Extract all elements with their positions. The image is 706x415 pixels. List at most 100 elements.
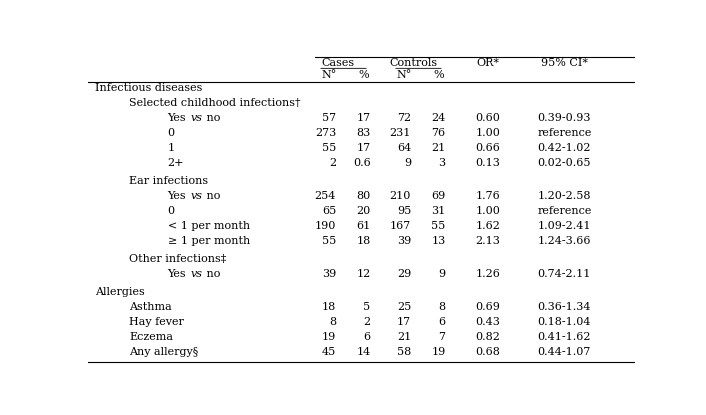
Text: Other infections‡: Other infections‡ [129,254,227,264]
Text: 1.09-2.41: 1.09-2.41 [537,221,591,231]
Text: 29: 29 [397,269,411,279]
Text: 5: 5 [364,303,371,312]
Text: OR*: OR* [476,58,499,68]
Text: 0.41-1.62: 0.41-1.62 [537,332,591,342]
Text: 2: 2 [364,317,371,327]
Text: 95% CI*: 95% CI* [541,58,588,68]
Text: 1.26: 1.26 [475,269,500,279]
Text: Eczema: Eczema [129,332,173,342]
Text: Selected childhood infections†: Selected childhood infections† [129,98,301,107]
Text: 0: 0 [167,127,174,137]
Text: 31: 31 [431,206,445,216]
Text: 7: 7 [438,332,445,342]
Text: 17: 17 [397,317,411,327]
Text: 0.60: 0.60 [475,112,500,122]
Text: 1.76: 1.76 [475,191,500,201]
Text: 65: 65 [322,206,336,216]
Text: 18: 18 [357,236,371,246]
Text: 17: 17 [357,112,371,122]
Text: 83: 83 [357,127,371,137]
Text: < 1 per month: < 1 per month [167,221,250,231]
Text: Yes: Yes [167,269,190,279]
Text: 1.62: 1.62 [475,221,500,231]
Text: 0.18-1.04: 0.18-1.04 [537,317,591,327]
Text: 39: 39 [397,236,411,246]
Text: 0.02-0.65: 0.02-0.65 [537,158,591,168]
Text: 0: 0 [167,206,174,216]
Text: 17: 17 [357,143,371,153]
Text: 39: 39 [322,269,336,279]
Text: 254: 254 [315,191,336,201]
Text: 64: 64 [397,143,411,153]
Text: %: % [433,71,444,81]
Text: reference: reference [537,127,592,137]
Text: 55: 55 [322,236,336,246]
Text: reference: reference [537,206,592,216]
Text: ≥ 1 per month: ≥ 1 per month [167,236,250,246]
Text: 76: 76 [431,127,445,137]
Text: Yes: Yes [167,191,190,201]
Text: %: % [358,71,369,81]
Text: 1.00: 1.00 [475,127,500,137]
Text: 0.39-0.93: 0.39-0.93 [537,112,591,122]
Text: 273: 273 [315,127,336,137]
Text: 24: 24 [431,112,445,122]
Text: 61: 61 [357,221,371,231]
Text: 72: 72 [397,112,411,122]
Text: Infectious diseases: Infectious diseases [95,83,202,93]
Text: 2+: 2+ [167,158,184,168]
Text: 231: 231 [390,127,411,137]
Text: 3: 3 [438,158,445,168]
Text: 0.74-2.11: 0.74-2.11 [537,269,591,279]
Text: no: no [203,269,220,279]
Text: 21: 21 [397,332,411,342]
Text: Yes: Yes [167,112,190,122]
Text: 0.66: 0.66 [475,143,500,153]
Text: 2.13: 2.13 [475,236,500,246]
Text: 6: 6 [438,317,445,327]
Text: 45: 45 [322,347,336,357]
Text: vs: vs [191,112,203,122]
Text: Cases: Cases [322,58,355,68]
Text: 190: 190 [315,221,336,231]
Text: no: no [203,112,220,122]
Text: 8: 8 [438,303,445,312]
Text: 0.42-1.02: 0.42-1.02 [537,143,591,153]
Text: no: no [203,191,220,201]
Text: 9: 9 [438,269,445,279]
Text: 0.36-1.34: 0.36-1.34 [537,303,591,312]
Text: Hay fever: Hay fever [129,317,184,327]
Text: Controls: Controls [389,58,437,68]
Text: 25: 25 [397,303,411,312]
Text: 0.13: 0.13 [475,158,500,168]
Text: 55: 55 [431,221,445,231]
Text: Any allergy§: Any allergy§ [129,347,198,357]
Text: 0.6: 0.6 [353,158,371,168]
Text: 20: 20 [357,206,371,216]
Text: 95: 95 [397,206,411,216]
Text: 0.44-1.07: 0.44-1.07 [537,347,591,357]
Text: Asthma: Asthma [129,303,172,312]
Text: 21: 21 [431,143,445,153]
Text: 0.69: 0.69 [475,303,500,312]
Text: 9: 9 [404,158,411,168]
Text: N°: N° [321,71,337,81]
Text: 57: 57 [322,112,336,122]
Text: 0.43: 0.43 [475,317,500,327]
Text: 210: 210 [390,191,411,201]
Text: 1.20-2.58: 1.20-2.58 [537,191,591,201]
Text: vs: vs [191,269,203,279]
Text: 1: 1 [167,143,174,153]
Text: N°: N° [396,71,412,81]
Text: 14: 14 [357,347,371,357]
Text: 0.68: 0.68 [475,347,500,357]
Text: 0.82: 0.82 [475,332,500,342]
Text: 1.24-3.66: 1.24-3.66 [537,236,591,246]
Text: 19: 19 [431,347,445,357]
Text: 8: 8 [329,317,336,327]
Text: Allergies: Allergies [95,287,145,297]
Text: 167: 167 [390,221,411,231]
Text: 19: 19 [322,332,336,342]
Text: 6: 6 [364,332,371,342]
Text: 2: 2 [329,158,336,168]
